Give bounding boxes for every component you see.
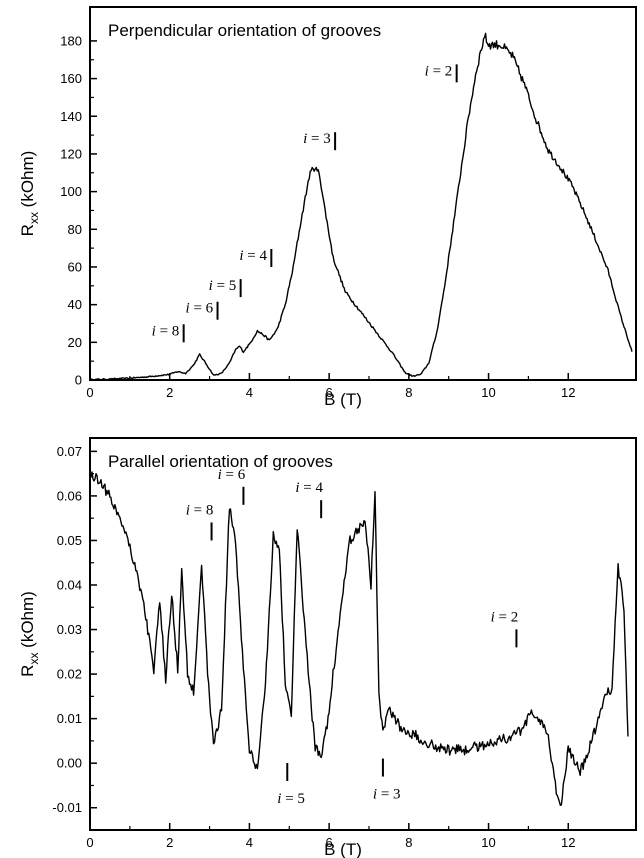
x-axis-label: B (T) [324,840,362,858]
x-tick-label: 12 [561,385,575,400]
y-tick-label: 180 [60,33,82,48]
y-axis-label: Rxx (kOhm) [18,591,41,677]
annotation-label: i = 5 [277,791,305,807]
y-tick-label: 60 [68,259,82,274]
x-tick-label: 4 [246,385,253,400]
data-series-line [89,32,633,381]
x-tick-label: 0 [86,385,93,400]
y-tick-label: 0.07 [57,444,82,459]
plot-frame [89,437,637,831]
annotation-label: i = 6 [186,301,214,317]
annotation-label: i = 3 [373,787,401,803]
annotation-label: i = 6 [218,467,246,483]
y-tick-label: 0.04 [57,578,82,593]
chart-title: Parallel orientation of grooves [108,452,333,471]
y-tick-label: 40 [68,297,82,312]
x-axis-label: B (T) [324,390,362,409]
y-tick-label: 100 [60,184,82,199]
annotation-label: i = 4 [239,248,267,264]
y-tick-label: 0.06 [57,488,82,503]
annotation-label: i = 8 [186,502,214,518]
annotation-label: i = 5 [209,278,237,294]
x-tick-label: 8 [405,835,412,850]
x-tick-label: 4 [246,835,253,850]
annotation-label: i = 2 [491,609,519,625]
y-tick-label: 0.00 [57,756,82,771]
x-tick-label: 0 [86,835,93,850]
data-series-line [89,471,629,806]
y-tick-label: 0.03 [57,622,82,637]
y-tick-label: 20 [68,335,82,350]
annotation-label: i = 4 [295,480,323,496]
panel-2: 0 2 4 6 8 10 12 -0.01 0.00 0.01 0.02 0.03 0.04 0.05 0.… [18,437,637,858]
annotation-label: i = 8 [152,323,180,339]
x-tick-label: 6 [326,835,333,850]
y-tick-label: 80 [68,222,82,237]
x-tick-label: 10 [481,835,495,850]
y-tick-label: 0.02 [57,667,82,682]
x-tick-label: 12 [561,835,575,850]
x-tick-label: 2 [166,385,173,400]
chart-title: Perpendicular orientation of grooves [108,21,381,40]
y-tick-label: 160 [60,71,82,86]
y-tick-label: 0.05 [57,533,82,548]
annotation-label: i = 2 [425,63,453,79]
y-tick-label: 0.01 [57,711,82,726]
y-axis-label: Rxx (kOhm) [18,151,41,237]
y-tick-label: 0 [75,373,82,388]
y-tick-label: 140 [60,109,82,124]
x-tick-label: 6 [326,385,333,400]
x-tick-label: 2 [166,835,173,850]
y-tick-label: 120 [60,146,82,161]
x-tick-label: 8 [405,385,412,400]
y-tick-label: -0.01 [52,800,82,815]
x-tick-label: 10 [481,385,495,400]
plot-frame [89,6,637,381]
annotation-label: i = 3 [303,131,331,147]
